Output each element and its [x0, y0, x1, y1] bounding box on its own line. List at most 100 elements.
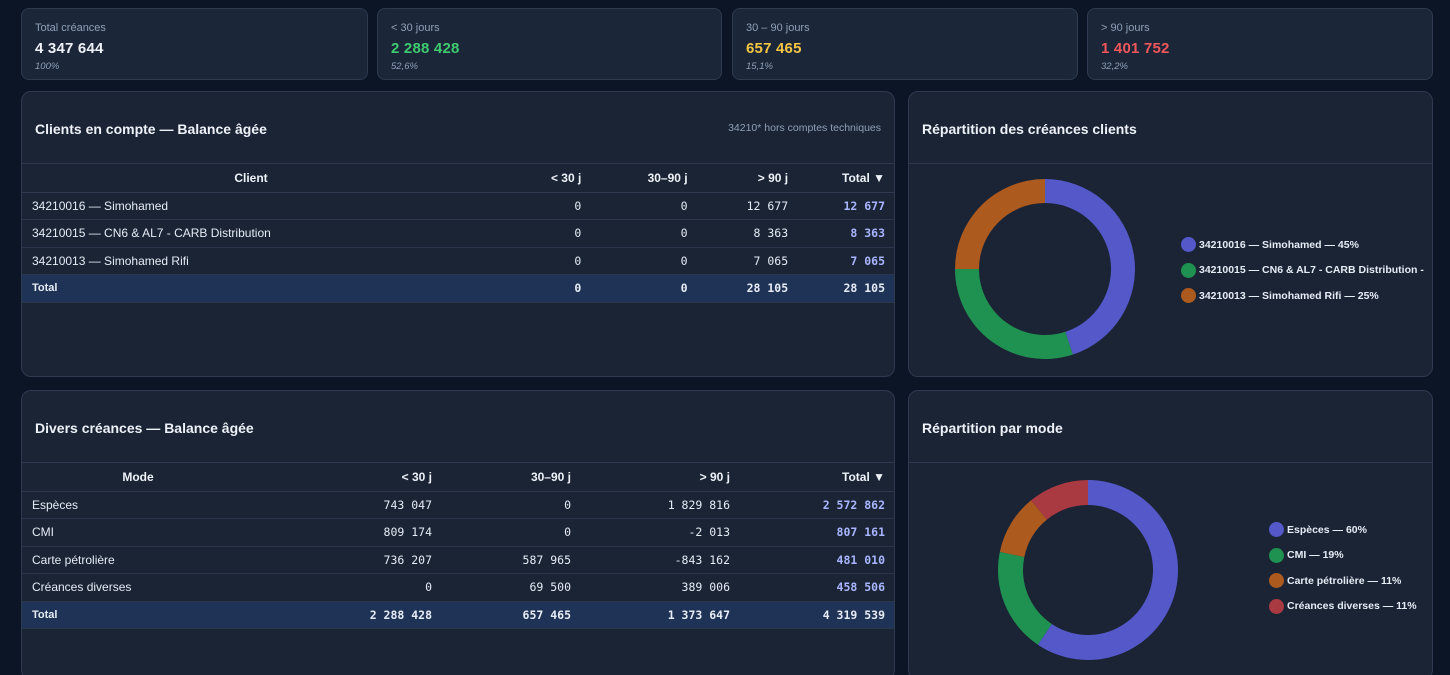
legend-item[interactable]: CMI — 19%	[1269, 543, 1417, 569]
cell-gt90: -843 162	[571, 546, 730, 574]
kpi-pct: 32,2%	[1101, 61, 1128, 72]
cell-lt30: 0	[480, 274, 582, 303]
panel-title: Clients en compte — Balance âgée	[35, 121, 267, 137]
cell-total: 8 363	[788, 219, 894, 248]
column-header-gt90[interactable]: > 90 j	[571, 463, 730, 492]
cell-gt90: 12 677	[687, 192, 789, 220]
legend-item[interactable]: 34210016 — Simohamed — 45%	[1181, 232, 1424, 258]
cell-total: 458 506	[730, 573, 894, 602]
cell-gt90: 1 829 816	[571, 491, 730, 519]
slice-carte-p-troli-re[interactable]	[999, 500, 1047, 557]
cell-total: 4 319 539	[730, 601, 894, 629]
panel-header: Répartition par mode	[909, 391, 1432, 463]
cell-total: 481 010	[730, 546, 894, 574]
slice-34210016-simohamed[interactable]	[1045, 179, 1135, 355]
cell-mode: Créances diverses	[22, 573, 254, 602]
slice-34210013-simohamed-rifi[interactable]	[955, 179, 1045, 269]
table-header-row: Client < 30 j 30–90 j > 90 j Total ▼	[22, 164, 894, 193]
kpi-value: 2 288 428	[391, 40, 460, 57]
kpi-gt-90: > 90 jours 1 401 752 32,2%	[1087, 8, 1433, 80]
table-row[interactable]: Carte pétrolière 736 207 587 965 -843 16…	[22, 546, 894, 574]
panel-header: Clients en compte — Balance âgée 34210* …	[22, 92, 894, 164]
cell-30-90: 0	[581, 192, 688, 220]
legend-swatch	[1181, 288, 1196, 304]
panel-note: 34210* hors comptes techniques	[728, 122, 881, 134]
mode-chart-panel: Répartition par mode Espèces — 60% CMI —…	[908, 390, 1433, 675]
cell-total: 12 677	[788, 192, 894, 220]
legend-swatch	[1269, 598, 1284, 614]
clients-table: Client < 30 j 30–90 j > 90 j Total ▼ 342…	[22, 164, 894, 303]
slice-esp-ces[interactable]	[1037, 480, 1178, 660]
column-header-30-90[interactable]: 30–90 j	[581, 164, 688, 193]
legend-item[interactable]: Créances diverses — 11%	[1269, 594, 1417, 620]
table-row[interactable]: 34210016 — Simohamed 0 0 12 677 12 677	[22, 192, 894, 220]
panel-header: Divers créances — Balance âgée	[22, 391, 894, 463]
column-header-total[interactable]: Total ▼	[788, 164, 894, 193]
cell-30-90: 0	[581, 219, 688, 248]
cell-total-label: Total	[22, 601, 254, 629]
kpi-value: 657 465	[746, 40, 802, 57]
clients-donut-chart	[955, 179, 1135, 359]
legend-swatch	[1269, 522, 1284, 538]
chart-title: Répartition des créances clients	[922, 121, 1137, 137]
legend-item[interactable]: Espèces — 60%	[1269, 517, 1417, 543]
cell-total: 2 572 862	[730, 491, 894, 519]
legend-swatch	[1181, 237, 1196, 253]
kpi-label: < 30 jours	[391, 22, 440, 34]
clients-chart-panel: Répartition des créances clients 3421001…	[908, 91, 1433, 377]
kpi-value: 4 347 644	[35, 40, 104, 57]
cell-gt90: 389 006	[571, 573, 730, 602]
table-row[interactable]: 34210013 — Simohamed Rifi 0 0 7 065 7 06…	[22, 247, 894, 275]
clients-balance-panel: Clients en compte — Balance âgée 34210* …	[21, 91, 895, 377]
kpi-lt-30: < 30 jours 2 288 428 52,6%	[377, 8, 722, 80]
cell-lt30: 736 207	[254, 546, 432, 574]
cell-gt90: 28 105	[687, 274, 789, 303]
cell-30-90: 69 500	[432, 573, 571, 602]
column-header-lt30[interactable]: < 30 j	[254, 463, 432, 492]
column-header-total[interactable]: Total ▼	[730, 463, 894, 492]
cell-30-90: 587 965	[432, 546, 571, 574]
cell-total: 807 161	[730, 518, 894, 547]
legend-label: 34210016 — Simohamed — 45%	[1199, 238, 1359, 251]
table-row[interactable]: CMI 809 174 0 -2 013 807 161	[22, 518, 894, 547]
legend-swatch	[1181, 262, 1196, 278]
cell-mode: Espèces	[22, 491, 254, 519]
cell-client: 34210013 — Simohamed Rifi	[22, 247, 481, 275]
kpi-total: Total créances 4 347 644 100%	[21, 8, 368, 80]
legend-item[interactable]: 34210013 — Simohamed Rifi — 25%	[1181, 283, 1424, 309]
kpi-pct: 52,6%	[391, 61, 418, 72]
table-row[interactable]: 34210015 — CN6 & AL7 - CARB Distribution…	[22, 219, 894, 248]
table-row[interactable]: Espèces 743 047 0 1 829 816 2 572 862	[22, 491, 894, 519]
slice-34210015-cn6-al7-carb-distribution[interactable]	[955, 269, 1073, 359]
cell-lt30: 0	[480, 192, 582, 220]
cell-total-label: Total	[22, 274, 481, 303]
panel-title: Divers créances — Balance âgée	[35, 420, 254, 436]
cell-30-90: 657 465	[432, 601, 571, 629]
slice-cmi[interactable]	[998, 551, 1052, 645]
chart-title: Répartition par mode	[922, 420, 1063, 436]
column-header-lt30[interactable]: < 30 j	[480, 164, 582, 193]
cell-lt30: 0	[480, 247, 582, 275]
column-header-gt90[interactable]: > 90 j	[687, 164, 789, 193]
cell-mode: Carte pétrolière	[22, 546, 254, 574]
cell-gt90: 8 363	[687, 219, 789, 248]
kpi-30-90: 30 – 90 jours 657 465 15,1%	[732, 8, 1078, 80]
cell-30-90: 0	[432, 491, 571, 519]
divers-table: Mode < 30 j 30–90 j > 90 j Total ▼ Espèc…	[22, 463, 894, 629]
cell-total: 7 065	[788, 247, 894, 275]
legend-item[interactable]: 34210015 — CN6 & AL7 - CARB Distribution…	[1181, 258, 1424, 284]
table-total-row: Total 0 0 28 105 28 105	[22, 274, 894, 303]
cell-30-90: 0	[581, 274, 688, 303]
legend-item[interactable]: Carte pétrolière — 11%	[1269, 568, 1417, 594]
kpi-pct: 15,1%	[746, 61, 773, 72]
column-header-30-90[interactable]: 30–90 j	[432, 463, 571, 492]
cell-lt30: 743 047	[254, 491, 432, 519]
slice-cr-ances-diverses[interactable]	[1031, 480, 1088, 520]
column-header-mode[interactable]: Mode	[22, 463, 254, 492]
cell-30-90: 0	[581, 247, 688, 275]
table-row[interactable]: Créances diverses 0 69 500 389 006 458 5…	[22, 573, 894, 602]
cell-client: 34210016 — Simohamed	[22, 192, 481, 220]
kpi-value: 1 401 752	[1101, 40, 1170, 57]
table-total-row: Total 2 288 428 657 465 1 373 647 4 319 …	[22, 601, 894, 629]
column-header-client[interactable]: Client	[22, 164, 481, 193]
